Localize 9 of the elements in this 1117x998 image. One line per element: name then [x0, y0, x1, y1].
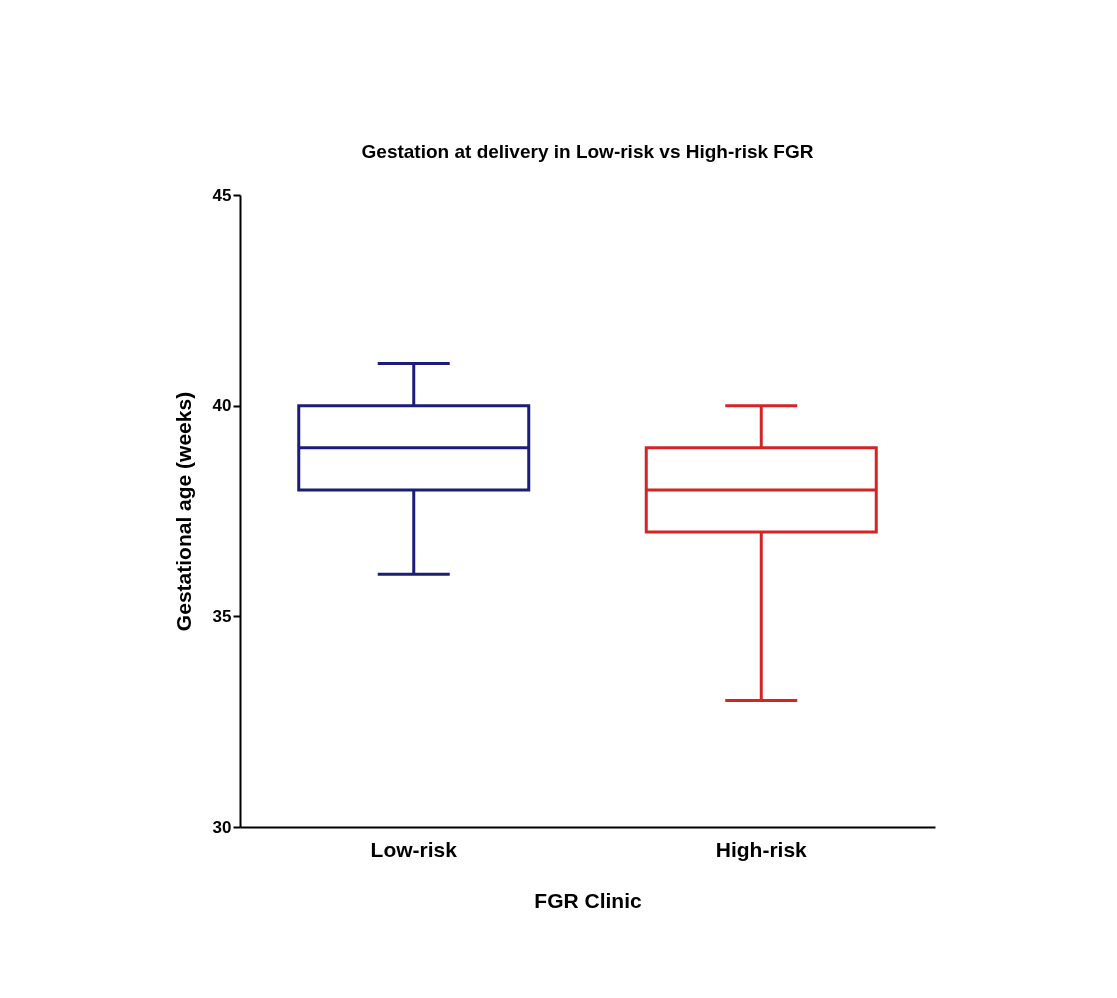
x-tick-label: Low-risk: [370, 837, 458, 861]
x-tick-label: High-risk: [715, 837, 808, 861]
y-tick-label: 35: [212, 606, 232, 626]
y-tick-label: 30: [212, 817, 232, 837]
chart-title: Gestation at delivery in Low-risk vs High-risk FGR: [361, 141, 814, 162]
x-axis-title: FGR Clinic: [534, 888, 642, 912]
y-axis-title: Gestational age (weeks): [171, 391, 195, 632]
y-tick-label: 45: [212, 185, 232, 205]
y-tick-label: 40: [212, 396, 232, 416]
